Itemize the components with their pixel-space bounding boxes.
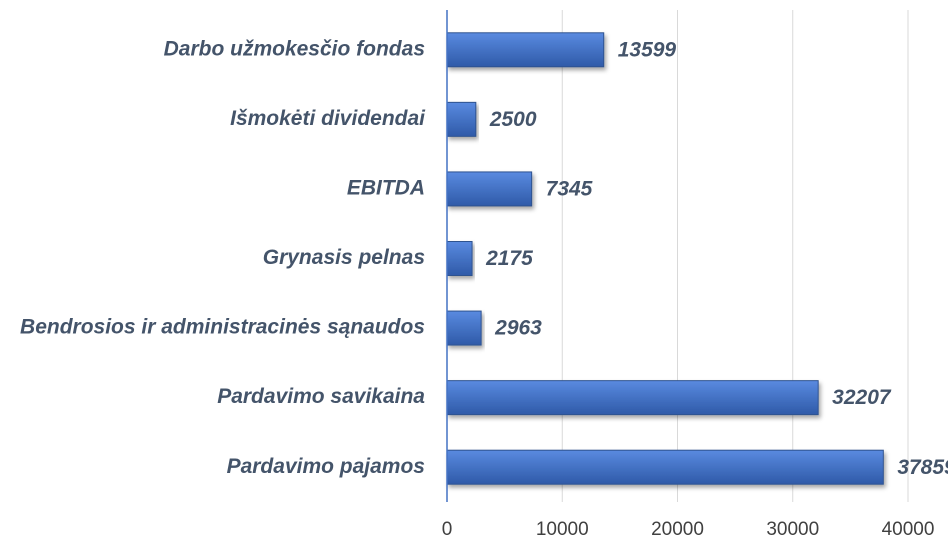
data-label: 37859 <box>897 456 948 479</box>
y-tick-label: EBITDA <box>347 176 425 199</box>
data-label: 32207 <box>832 386 892 409</box>
y-tick-label: Išmokėti dividendai <box>230 107 426 130</box>
data-label: 13599 <box>618 38 677 61</box>
x-tick-label: 40000 <box>882 519 935 540</box>
bar <box>446 171 533 207</box>
bar <box>446 32 605 68</box>
data-label: 2500 <box>489 108 537 131</box>
bar <box>446 449 884 485</box>
bar <box>446 101 477 137</box>
y-tick-label: Pardavimo savikaina <box>217 385 425 408</box>
y-tick-label: Pardavimo pajamos <box>227 455 425 478</box>
y-tick-label: Darbo užmokesčio fondas <box>164 37 425 60</box>
x-tick-label: 30000 <box>766 519 819 540</box>
bar <box>446 380 819 416</box>
bar <box>446 310 482 346</box>
y-tick-label: Grynasis pelnas <box>263 246 425 269</box>
data-label: 2963 <box>494 317 542 340</box>
x-tick-label: 20000 <box>651 519 704 540</box>
data-label: 2175 <box>485 247 533 270</box>
bar <box>446 241 473 276</box>
x-tick-label: 0 <box>442 519 453 540</box>
x-tick-label: 10000 <box>536 519 589 540</box>
y-tick-label: Bendrosios ir administracinės sąnaudos <box>20 316 425 339</box>
data-label: 7345 <box>546 177 593 200</box>
